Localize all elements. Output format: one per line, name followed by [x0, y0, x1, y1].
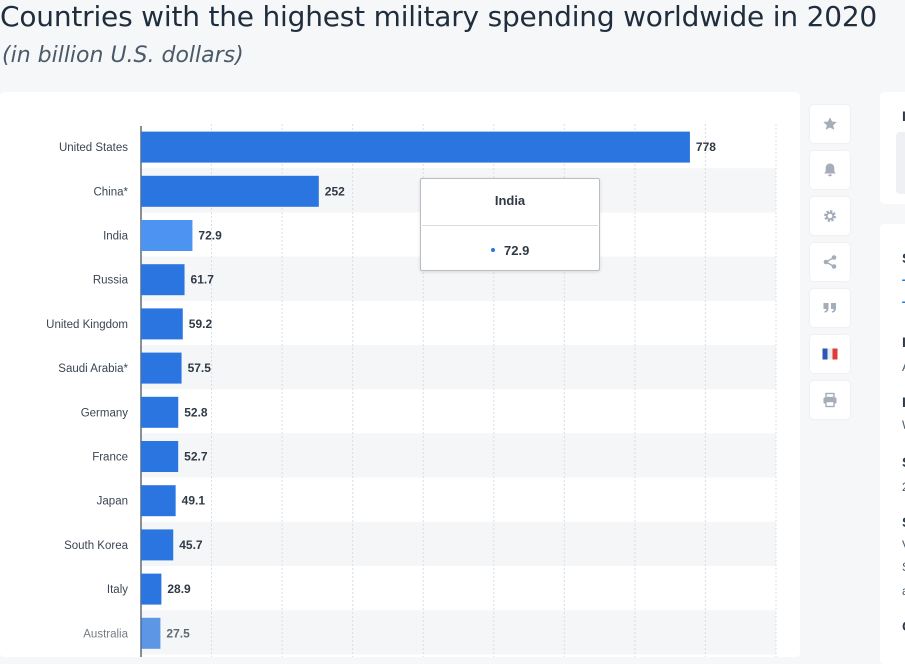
- bell-icon: [824, 163, 836, 177]
- value-label: 27.5: [166, 626, 190, 640]
- side-panel-info: S T T I A I W S 2 S V S a C: [880, 224, 905, 664]
- star-icon: [823, 117, 837, 130]
- tooltip-value: 72.9: [504, 243, 530, 258]
- bar-saudi-arabia[interactable]: [141, 352, 182, 384]
- row-stripe: [141, 610, 776, 655]
- share-button[interactable]: [810, 243, 850, 281]
- value-label: 72.9: [198, 229, 222, 243]
- bar-south-korea[interactable]: [141, 529, 174, 561]
- bar-united-states[interactable]: [141, 131, 690, 163]
- tooltip-title: India: [494, 193, 526, 208]
- category-label: Russia: [93, 275, 129, 287]
- category-label: South Korea: [64, 540, 129, 552]
- flag-fr-icon: [822, 348, 838, 360]
- bar-france[interactable]: [141, 441, 179, 472]
- category-label: India: [103, 231, 129, 243]
- side-fragment[interactable]: T: [902, 276, 905, 292]
- bar-australia[interactable]: [141, 617, 161, 649]
- tooltip-divider: [422, 225, 598, 226]
- bar-japan[interactable]: [141, 485, 176, 517]
- bar-germany[interactable]: [141, 396, 179, 428]
- side-fragment: S: [902, 514, 905, 530]
- side-fragment: S: [902, 250, 905, 266]
- print-button[interactable]: [810, 381, 850, 419]
- side-fragment: V: [902, 538, 905, 552]
- category-label: Australia: [83, 628, 128, 640]
- chart-subtitle: (in billion U.S. dollars): [2, 43, 244, 68]
- side-fragment: S: [902, 560, 905, 574]
- bar-india[interactable]: [141, 220, 193, 251]
- category-label: France: [92, 452, 128, 464]
- row-stripe: [141, 345, 776, 390]
- side-fragment: I: [902, 394, 905, 410]
- bar-italy[interactable]: [141, 573, 162, 605]
- value-label: 61.7: [191, 273, 215, 287]
- row-stripe: [141, 521, 776, 566]
- category-label: Japan: [97, 496, 128, 508]
- chart-title: Countries with the highest military spen…: [0, 0, 878, 33]
- side-fragment: A: [902, 360, 905, 374]
- side-fragment: I: [902, 108, 905, 124]
- value-label: 57.5: [188, 361, 212, 375]
- value-label: 52.8: [184, 405, 208, 419]
- chart-card: United States 778 China* 252 India 72.9 Russia…: [0, 92, 800, 657]
- category-label: China*: [93, 186, 128, 198]
- notification-button[interactable]: [810, 151, 850, 189]
- side-fragment: C: [902, 618, 905, 634]
- category-label: Italy: [107, 584, 128, 596]
- category-label: United Kingdom: [46, 319, 128, 331]
- bar-russia[interactable]: [141, 264, 185, 296]
- language-button[interactable]: [810, 335, 850, 373]
- side-fragment: 2: [902, 480, 905, 494]
- bar-united-kingdom[interactable]: [141, 308, 183, 340]
- gear-icon: [824, 210, 836, 222]
- favorite-button[interactable]: [810, 105, 850, 143]
- tooltip-series-dot: [491, 248, 495, 252]
- side-fragment: W: [902, 418, 905, 432]
- chart-tooltip: India 72.9: [420, 178, 600, 271]
- value-label: 28.9: [167, 582, 191, 596]
- side-fragment: I: [902, 334, 905, 350]
- category-label: United States: [59, 142, 128, 154]
- settings-button[interactable]: [810, 197, 850, 235]
- print-icon: [823, 392, 837, 408]
- value-label: 252: [325, 184, 345, 198]
- value-label: 45.7: [179, 538, 203, 552]
- value-label: 52.7: [184, 450, 208, 464]
- quote-icon: [823, 303, 836, 313]
- side-fragment[interactable]: T: [902, 298, 905, 314]
- row-stripe: [141, 433, 776, 478]
- bar-china[interactable]: [141, 175, 319, 207]
- side-fragment: a: [902, 584, 905, 598]
- cite-button[interactable]: [810, 289, 850, 327]
- category-label: Germany: [81, 407, 129, 419]
- side-fragment: S: [902, 454, 905, 470]
- category-label: Saudi Arabia*: [58, 363, 128, 375]
- value-label: 59.2: [189, 317, 213, 331]
- side-panel-control[interactable]: [896, 132, 905, 194]
- side-panel-top: I: [880, 92, 905, 204]
- share-icon: [823, 255, 837, 269]
- value-label: 778: [696, 140, 716, 154]
- value-label: 49.1: [182, 494, 206, 508]
- bar-chart: United States 778 China* 252 India 72.9 Russia…: [46, 124, 777, 657]
